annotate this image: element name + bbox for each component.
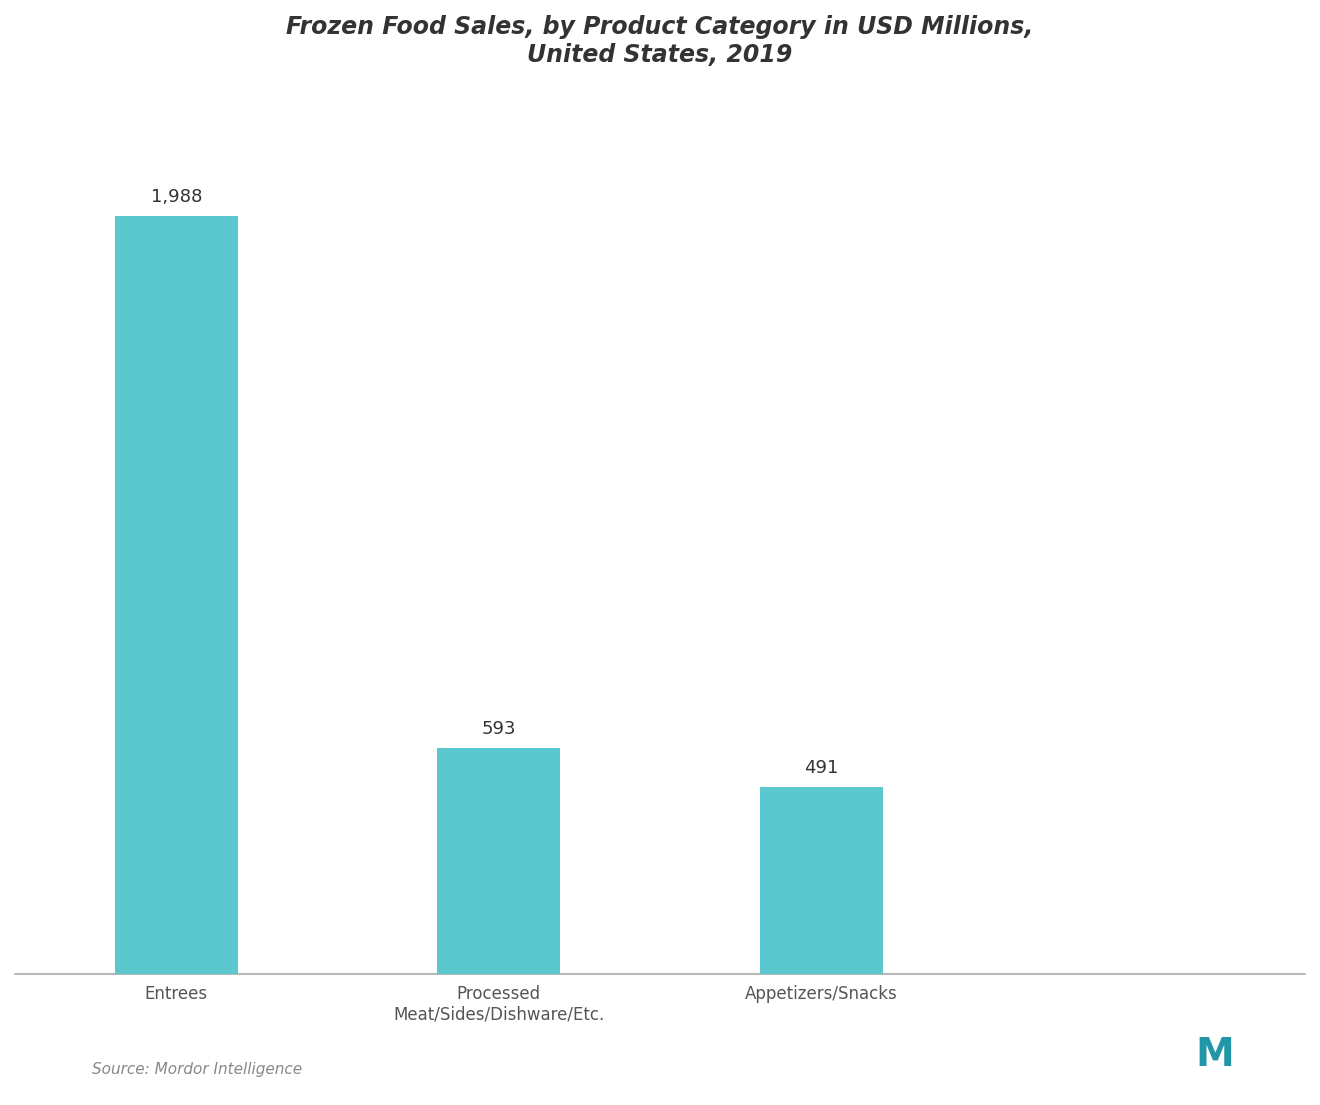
Bar xyxy=(437,748,560,974)
Text: M: M xyxy=(1195,1036,1234,1074)
Text: 1,988: 1,988 xyxy=(150,188,202,206)
Text: Source: Mordor Intelligence: Source: Mordor Intelligence xyxy=(92,1062,302,1077)
Text: 491: 491 xyxy=(804,759,838,777)
Bar xyxy=(115,215,238,974)
Title: Frozen Food Sales, by Product Category in USD Millions,
United States, 2019: Frozen Food Sales, by Product Category i… xyxy=(286,15,1034,66)
Text: 593: 593 xyxy=(482,720,516,738)
Bar xyxy=(760,787,883,974)
